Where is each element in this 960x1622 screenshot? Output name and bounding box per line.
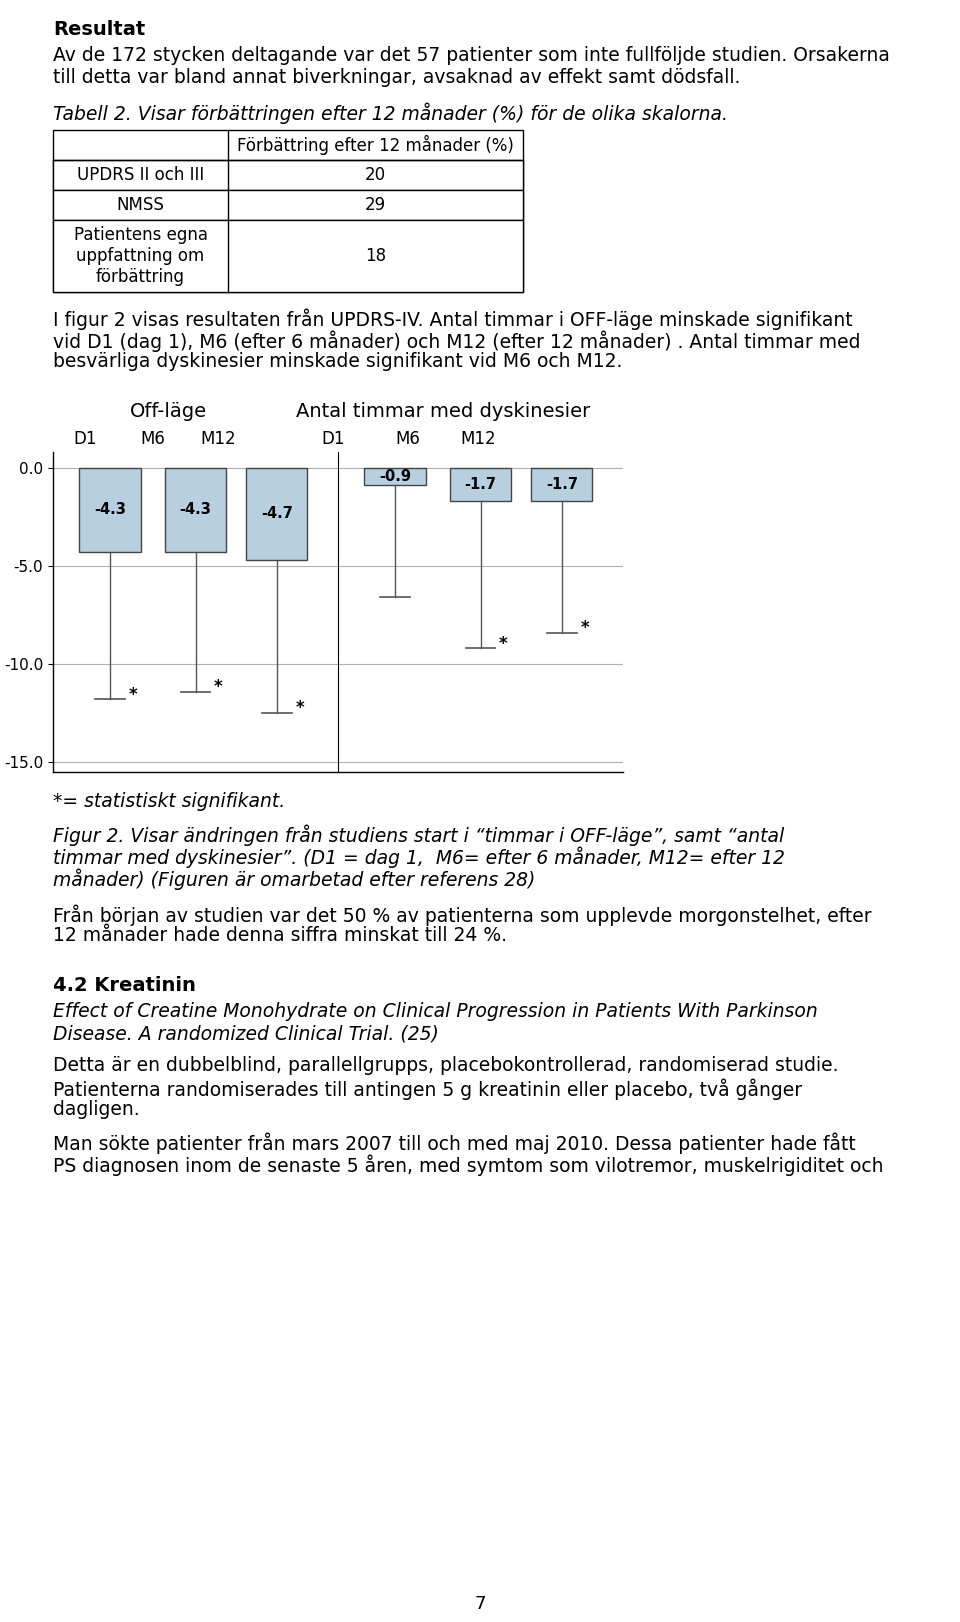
Bar	[53, 130, 523, 292]
Text: M12: M12	[201, 430, 236, 448]
Text: Detta är en dubbelblind, parallellgrupps, placebokontrollerad, randomiserad stud: Detta är en dubbelblind, parallellgrupps…	[53, 1056, 838, 1075]
Text: -1.7: -1.7	[546, 477, 578, 491]
Text: M12: M12	[460, 430, 495, 448]
Text: -4.3: -4.3	[94, 503, 126, 517]
Text: Disease. A randomized Clinical Trial. (25): Disease. A randomized Clinical Trial. (2…	[53, 1023, 439, 1043]
Text: Av de 172 stycken deltagande var det 57 patienter som inte fullföljde studien. O: Av de 172 stycken deltagande var det 57 …	[53, 45, 890, 65]
Text: -4.7: -4.7	[261, 506, 293, 521]
Text: *: *	[499, 634, 508, 652]
Text: D1: D1	[322, 430, 345, 448]
Bar	[247, 467, 307, 560]
Text: Figur 2. Visar ändringen från studiens start i “timmar i OFF-läge”, samt “antal: Figur 2. Visar ändringen från studiens s…	[53, 824, 784, 845]
Text: M6: M6	[396, 430, 420, 448]
Text: *: *	[296, 699, 304, 717]
Text: *= statistiskt signifikant.: *= statistiskt signifikant.	[53, 792, 285, 811]
Text: 20: 20	[365, 165, 386, 183]
Text: *: *	[214, 678, 223, 696]
Text: *: *	[581, 620, 589, 637]
Bar	[450, 467, 511, 501]
Text: Patientens egna
uppfattning om
förbättring: Patientens egna uppfattning om förbättri…	[74, 225, 207, 285]
Text: Effect of Creatine Monohydrate on Clinical Progression in Patients With Parkinso: Effect of Creatine Monohydrate on Clinic…	[53, 1002, 818, 1020]
Text: Förbättring efter 12 månader (%): Förbättring efter 12 månader (%)	[237, 135, 514, 156]
Text: Patienterna randomiserades till antingen 5 g kreatinin eller placebo, två gånger: Patienterna randomiserades till antingen…	[53, 1079, 803, 1100]
Text: I figur 2 visas resultaten från UPDRS-IV. Antal timmar i OFF-läge minskade signi: I figur 2 visas resultaten från UPDRS-IV…	[53, 308, 852, 329]
Text: D1: D1	[73, 430, 97, 448]
Text: timmar med dyskinesier”. (D1 = dag 1,  M6= efter 6 månader, M12= efter 12: timmar med dyskinesier”. (D1 = dag 1, M6…	[53, 847, 785, 868]
Text: Resultat: Resultat	[53, 19, 145, 39]
Text: till detta var bland annat biverkningar, avsaknad av effekt samt dödsfall.: till detta var bland annat biverkningar,…	[53, 68, 740, 88]
Bar	[53, 221, 523, 292]
Bar	[53, 161, 523, 190]
Text: M6: M6	[140, 430, 165, 448]
Bar	[165, 467, 226, 551]
Text: UPDRS II och III: UPDRS II och III	[77, 165, 204, 183]
Text: 18: 18	[365, 247, 386, 264]
Text: Man sökte patienter från mars 2007 till och med maj 2010. Dessa patienter hade f: Man sökte patienter från mars 2007 till …	[53, 1132, 855, 1153]
Text: månader) (Figuren är omarbetad efter referens 28): månader) (Figuren är omarbetad efter ref…	[53, 868, 536, 889]
Text: -0.9: -0.9	[379, 469, 411, 483]
Text: Off-läge: Off-läge	[130, 402, 206, 422]
Text: Från början av studien var det 50 % av patienterna som upplevde morgonstelhet, e: Från början av studien var det 50 % av p…	[53, 903, 872, 926]
Text: vid D1 (dag 1), M6 (efter 6 månader) och M12 (efter 12 månader) . Antal timmar m: vid D1 (dag 1), M6 (efter 6 månader) och…	[53, 329, 860, 352]
Bar	[365, 467, 425, 485]
Text: besvärliga dyskinesier minskade signifikant vid M6 och M12.: besvärliga dyskinesier minskade signifik…	[53, 352, 622, 371]
Bar	[80, 467, 140, 551]
Text: Tabell 2. Visar förbättringen efter 12 månader (%) för de olika skalorna.: Tabell 2. Visar förbättringen efter 12 m…	[53, 102, 728, 123]
Text: -4.3: -4.3	[180, 503, 211, 517]
Text: dagligen.: dagligen.	[53, 1100, 139, 1119]
Text: 7: 7	[474, 1594, 486, 1612]
Bar	[53, 190, 523, 221]
Bar	[532, 467, 592, 501]
Text: 4.2 Kreatinin: 4.2 Kreatinin	[53, 976, 196, 994]
Text: Antal timmar med dyskinesier: Antal timmar med dyskinesier	[296, 402, 590, 422]
Text: -1.7: -1.7	[465, 477, 496, 491]
Text: PS diagnosen inom de senaste 5 åren, med symtom som vilotremor, muskelrigiditet : PS diagnosen inom de senaste 5 åren, med…	[53, 1153, 883, 1176]
Text: NMSS: NMSS	[116, 196, 164, 214]
Text: 29: 29	[365, 196, 386, 214]
Text: *: *	[129, 686, 137, 704]
Text: 12 månader hade denna siffra minskat till 24 %.: 12 månader hade denna siffra minskat til…	[53, 926, 507, 946]
